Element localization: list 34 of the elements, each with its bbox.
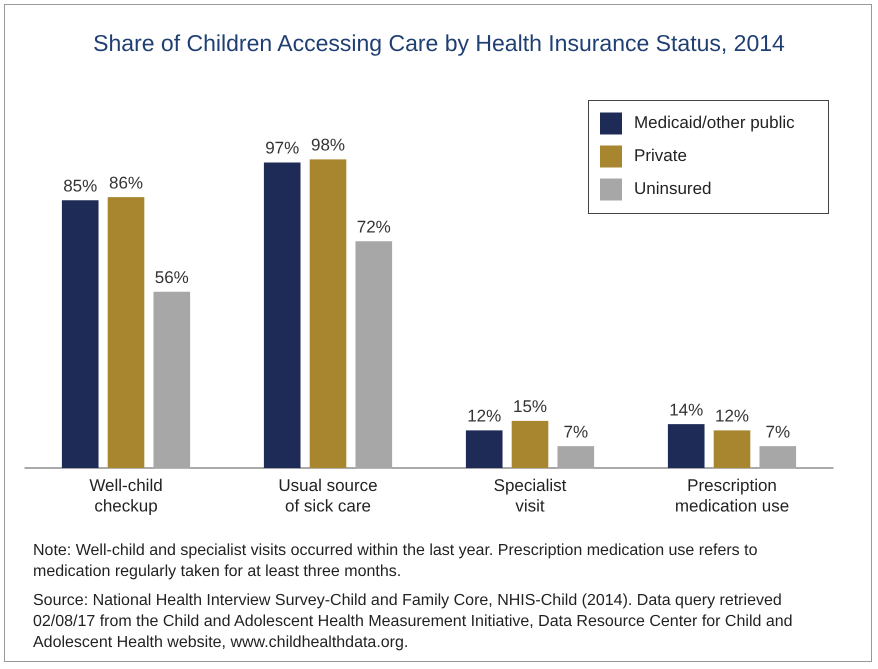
bar [108, 197, 144, 468]
bar [557, 446, 594, 468]
data-label: 85% [63, 176, 98, 196]
text: Note: Well-child and specialist visits occurred within the last year. Prescription medication use refers to medication regularly taken for at least three months. [33, 541, 758, 582]
x-tick-label: Prescription medication use [674, 476, 790, 516]
legend-label: Medicaid/other public [634, 113, 796, 132]
legend-label: Uninsured [634, 179, 712, 198]
bar [714, 430, 750, 468]
legend-label: Private [634, 146, 687, 166]
data-label: 14% [669, 400, 704, 420]
chart-title: Share of Children Accessing Care by Health Insurance Status, 2014 [92, 30, 786, 57]
data-label: 86% [108, 173, 144, 192]
data-label: 72% [356, 217, 391, 236]
bar [310, 159, 346, 468]
bar [355, 241, 392, 468]
data-label: 12% [467, 406, 502, 426]
bar [62, 200, 99, 468]
bar [512, 420, 548, 468]
bar [668, 424, 705, 468]
data-label: 15% [512, 397, 548, 416]
data-label: 7% [766, 422, 790, 442]
data-label: 98% [310, 136, 346, 155]
bar [153, 292, 190, 468]
x-tick-label: Well-child checkup [89, 476, 163, 516]
data-label: 97% [265, 138, 300, 158]
source-note: Source: National Health Interview Survey-Child and Family Core, NHIS-Child (2014). Data query retrieved 02/08/17 from the Child and Adolescent Health Measurement Initiative, Data Resource Center for Child and Adolescent Health website, www.childhealthdata.org. [33, 591, 794, 653]
bar [264, 162, 301, 468]
bar [759, 446, 796, 468]
data-label: 7% [564, 422, 588, 442]
data-label: 56% [154, 268, 189, 287]
x-tick-label: Specialist visit [494, 476, 567, 516]
data-label: 12% [714, 406, 750, 426]
bar [466, 430, 503, 468]
x-tick-label: Usual source of sick care [278, 476, 378, 516]
